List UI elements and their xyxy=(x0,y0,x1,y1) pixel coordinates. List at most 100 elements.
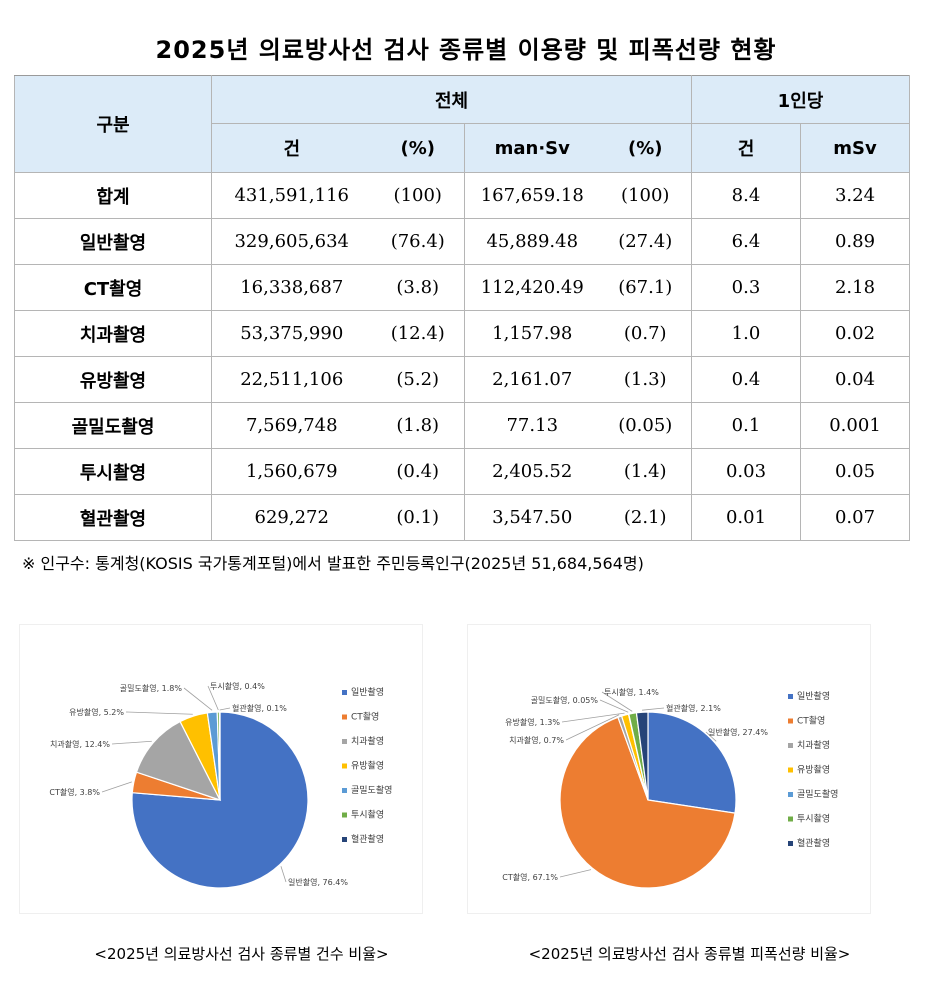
leader-line-4 xyxy=(599,699,629,713)
row-mansv: 2,405.52 xyxy=(464,448,600,495)
table-row: 유방촬영 22,511,106 (5.2) 2,161.07 (1.3) 0.4 0.04 xyxy=(14,356,910,403)
legend-label-5: 투시촬영 xyxy=(797,814,830,825)
legend-swatch-0 xyxy=(342,690,347,695)
slice-label-4: 골밀도촬영, 1.8% xyxy=(120,683,183,693)
row-mansv: 77.13 xyxy=(464,402,600,449)
row-count: 431,591,116 xyxy=(211,172,372,219)
data-table: 구분 전체 1인당 건 (%) man·Sv (%) 건 mSv 합계 431,5… xyxy=(14,75,910,541)
table-row: 합계 431,591,116 (100) 167,659.18 (100) 8.4 3.24 xyxy=(14,172,910,219)
leader-line-2 xyxy=(111,740,152,745)
row-count-pct: (5.2) xyxy=(371,356,465,403)
pie-slices xyxy=(559,691,737,889)
row-count-pct: (0.4) xyxy=(371,448,465,495)
legend-label-6: 혈관촬영 xyxy=(351,833,384,845)
header-per-capita: 1인당 xyxy=(691,75,910,124)
row-name: 일반촬영 xyxy=(14,218,212,265)
footnote: ※ 인구수: 통계청(KOSIS 국가통계포털)에서 발표한 주민등록인구(20… xyxy=(22,554,644,573)
row-mansv-pct: (27.4) xyxy=(599,218,692,265)
legend-label-6: 혈관촬영 xyxy=(797,837,830,849)
legend-swatch-3 xyxy=(788,767,793,773)
row-name: 치과촬영 xyxy=(14,310,212,357)
slice-label-0: 일반촬영, 76.4% xyxy=(288,877,348,887)
row-count-pct: (0.1) xyxy=(371,494,465,541)
row-pc-count: 0.03 xyxy=(691,448,801,495)
leader-line-3 xyxy=(125,711,193,715)
legend-swatch-4 xyxy=(788,792,793,797)
row-pc-msv: 0.05 xyxy=(800,448,910,495)
row-mansv: 112,420.49 xyxy=(464,264,600,311)
row-mansv: 1,157.98 xyxy=(464,310,600,357)
legend-label-3: 유방촬영 xyxy=(797,765,830,776)
legend-label-5: 투시촬영 xyxy=(351,810,384,821)
row-mansv-pct: (100) xyxy=(599,172,692,219)
row-pc-msv: 0.02 xyxy=(800,310,910,357)
dose-pie-svg: 일반촬영, 27.4% CT촬영, 67.1% 치과촬영, 0.7% 유방촬영, 1.… xyxy=(502,687,838,889)
leader-line-6 xyxy=(219,707,231,711)
leader-line-3 xyxy=(561,712,625,723)
legend-swatch-3 xyxy=(342,763,347,769)
slice-label-6: 혈관촬영, 0.1% xyxy=(232,703,287,713)
leader-line-1 xyxy=(559,869,592,878)
table-row: 골밀도촬영 7,569,748 (1.8) 77.13 (0.05) 0.1 0.001 xyxy=(14,402,910,449)
slice-label-1: CT촬영, 67.1% xyxy=(502,872,558,882)
header-count: 건 xyxy=(211,123,372,173)
row-count: 329,605,634 xyxy=(211,218,372,265)
row-count: 53,375,990 xyxy=(211,310,372,357)
legend-swatch-0 xyxy=(788,694,793,699)
legend-label-2: 치과촬영 xyxy=(351,735,384,747)
legend-swatch-5 xyxy=(788,816,793,822)
pie-slices xyxy=(101,685,309,889)
row-pc-msv: 0.07 xyxy=(800,494,910,541)
header-mansv: man·Sv xyxy=(464,123,600,173)
leader-line-2 xyxy=(565,714,620,741)
row-mansv: 2,161.07 xyxy=(464,356,600,403)
page-title: 2025년 의료방사선 검사 종류별 이용량 및 피폭선량 현황 xyxy=(155,36,777,64)
leader-line-0 xyxy=(705,731,717,742)
row-count: 629,272 xyxy=(211,494,372,541)
row-mansv-pct: (0.7) xyxy=(599,310,692,357)
row-count: 1,560,679 xyxy=(211,448,372,495)
legend-label-1: CT촬영 xyxy=(797,716,825,727)
slice-label-5: 투시촬영, 0.4% xyxy=(210,681,265,691)
row-pc-count: 6.4 xyxy=(691,218,801,265)
leader-line-5 xyxy=(207,685,219,711)
row-pc-count: 0.01 xyxy=(691,494,801,541)
row-mansv: 3,547.50 xyxy=(464,494,600,541)
count-pie-chart: 일반촬영, 76.4% CT촬영, 3.8% 치과촬영, 12.4% 유방촬영, 5.… xyxy=(19,624,423,914)
legend-label-1: CT촬영 xyxy=(351,712,379,723)
header-pc-count: 건 xyxy=(691,123,801,173)
row-mansv-pct: (1.3) xyxy=(599,356,692,403)
pie-slice-6 xyxy=(218,711,221,801)
slice-label-3: 유방촬영, 5.2% xyxy=(69,707,124,717)
legend-swatch-5 xyxy=(342,812,347,818)
leader-line-6 xyxy=(642,707,665,711)
header-total: 전체 xyxy=(211,75,692,124)
header-pc-msv: mSv xyxy=(800,123,910,173)
pie-slice-0 xyxy=(131,711,309,889)
leader-line-5 xyxy=(601,691,633,712)
leader-line-4 xyxy=(183,687,213,711)
leader-line-1 xyxy=(101,781,132,793)
table-row: CT촬영 16,338,687 (3.8) 112,420.49 (67.1) 0.3 2.… xyxy=(14,264,910,311)
legend-swatch-1 xyxy=(342,714,347,720)
legend-swatch-2 xyxy=(342,739,347,744)
pie-slice-0 xyxy=(647,711,737,814)
slice-label-3: 유방촬영, 1.3% xyxy=(505,717,560,727)
slice-label-6: 혈관촬영, 2.1% xyxy=(666,703,721,713)
pie-slice-6 xyxy=(635,711,649,801)
legend-label-2: 치과촬영 xyxy=(797,739,830,751)
row-name: 골밀도촬영 xyxy=(14,402,212,449)
row-name: 합계 xyxy=(14,172,212,219)
row-mansv-pct: (1.4) xyxy=(599,448,692,495)
slice-label-1: CT촬영, 3.8% xyxy=(49,787,100,797)
slice-label-5: 투시촬영, 1.4% xyxy=(604,687,659,697)
slice-label-2: 치과촬영, 0.7% xyxy=(509,735,564,745)
slice-label-4: 골밀도촬영, 0.05% xyxy=(531,695,599,705)
table-row: 치과촬영 53,375,990 (12.4) 1,157.98 (0.7) 1.0 0.02 xyxy=(14,310,910,357)
count-pie-svg: 일반촬영, 76.4% CT촬영, 3.8% 치과촬영, 12.4% 유방촬영, 5.… xyxy=(49,681,392,889)
row-count: 7,569,748 xyxy=(211,402,372,449)
legend-swatch-6 xyxy=(788,841,793,846)
pie-slice-1 xyxy=(559,716,736,889)
legend-swatch-4 xyxy=(342,788,347,793)
